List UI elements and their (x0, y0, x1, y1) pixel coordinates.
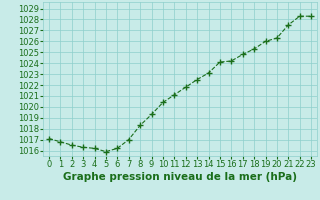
X-axis label: Graphe pression niveau de la mer (hPa): Graphe pression niveau de la mer (hPa) (63, 172, 297, 182)
